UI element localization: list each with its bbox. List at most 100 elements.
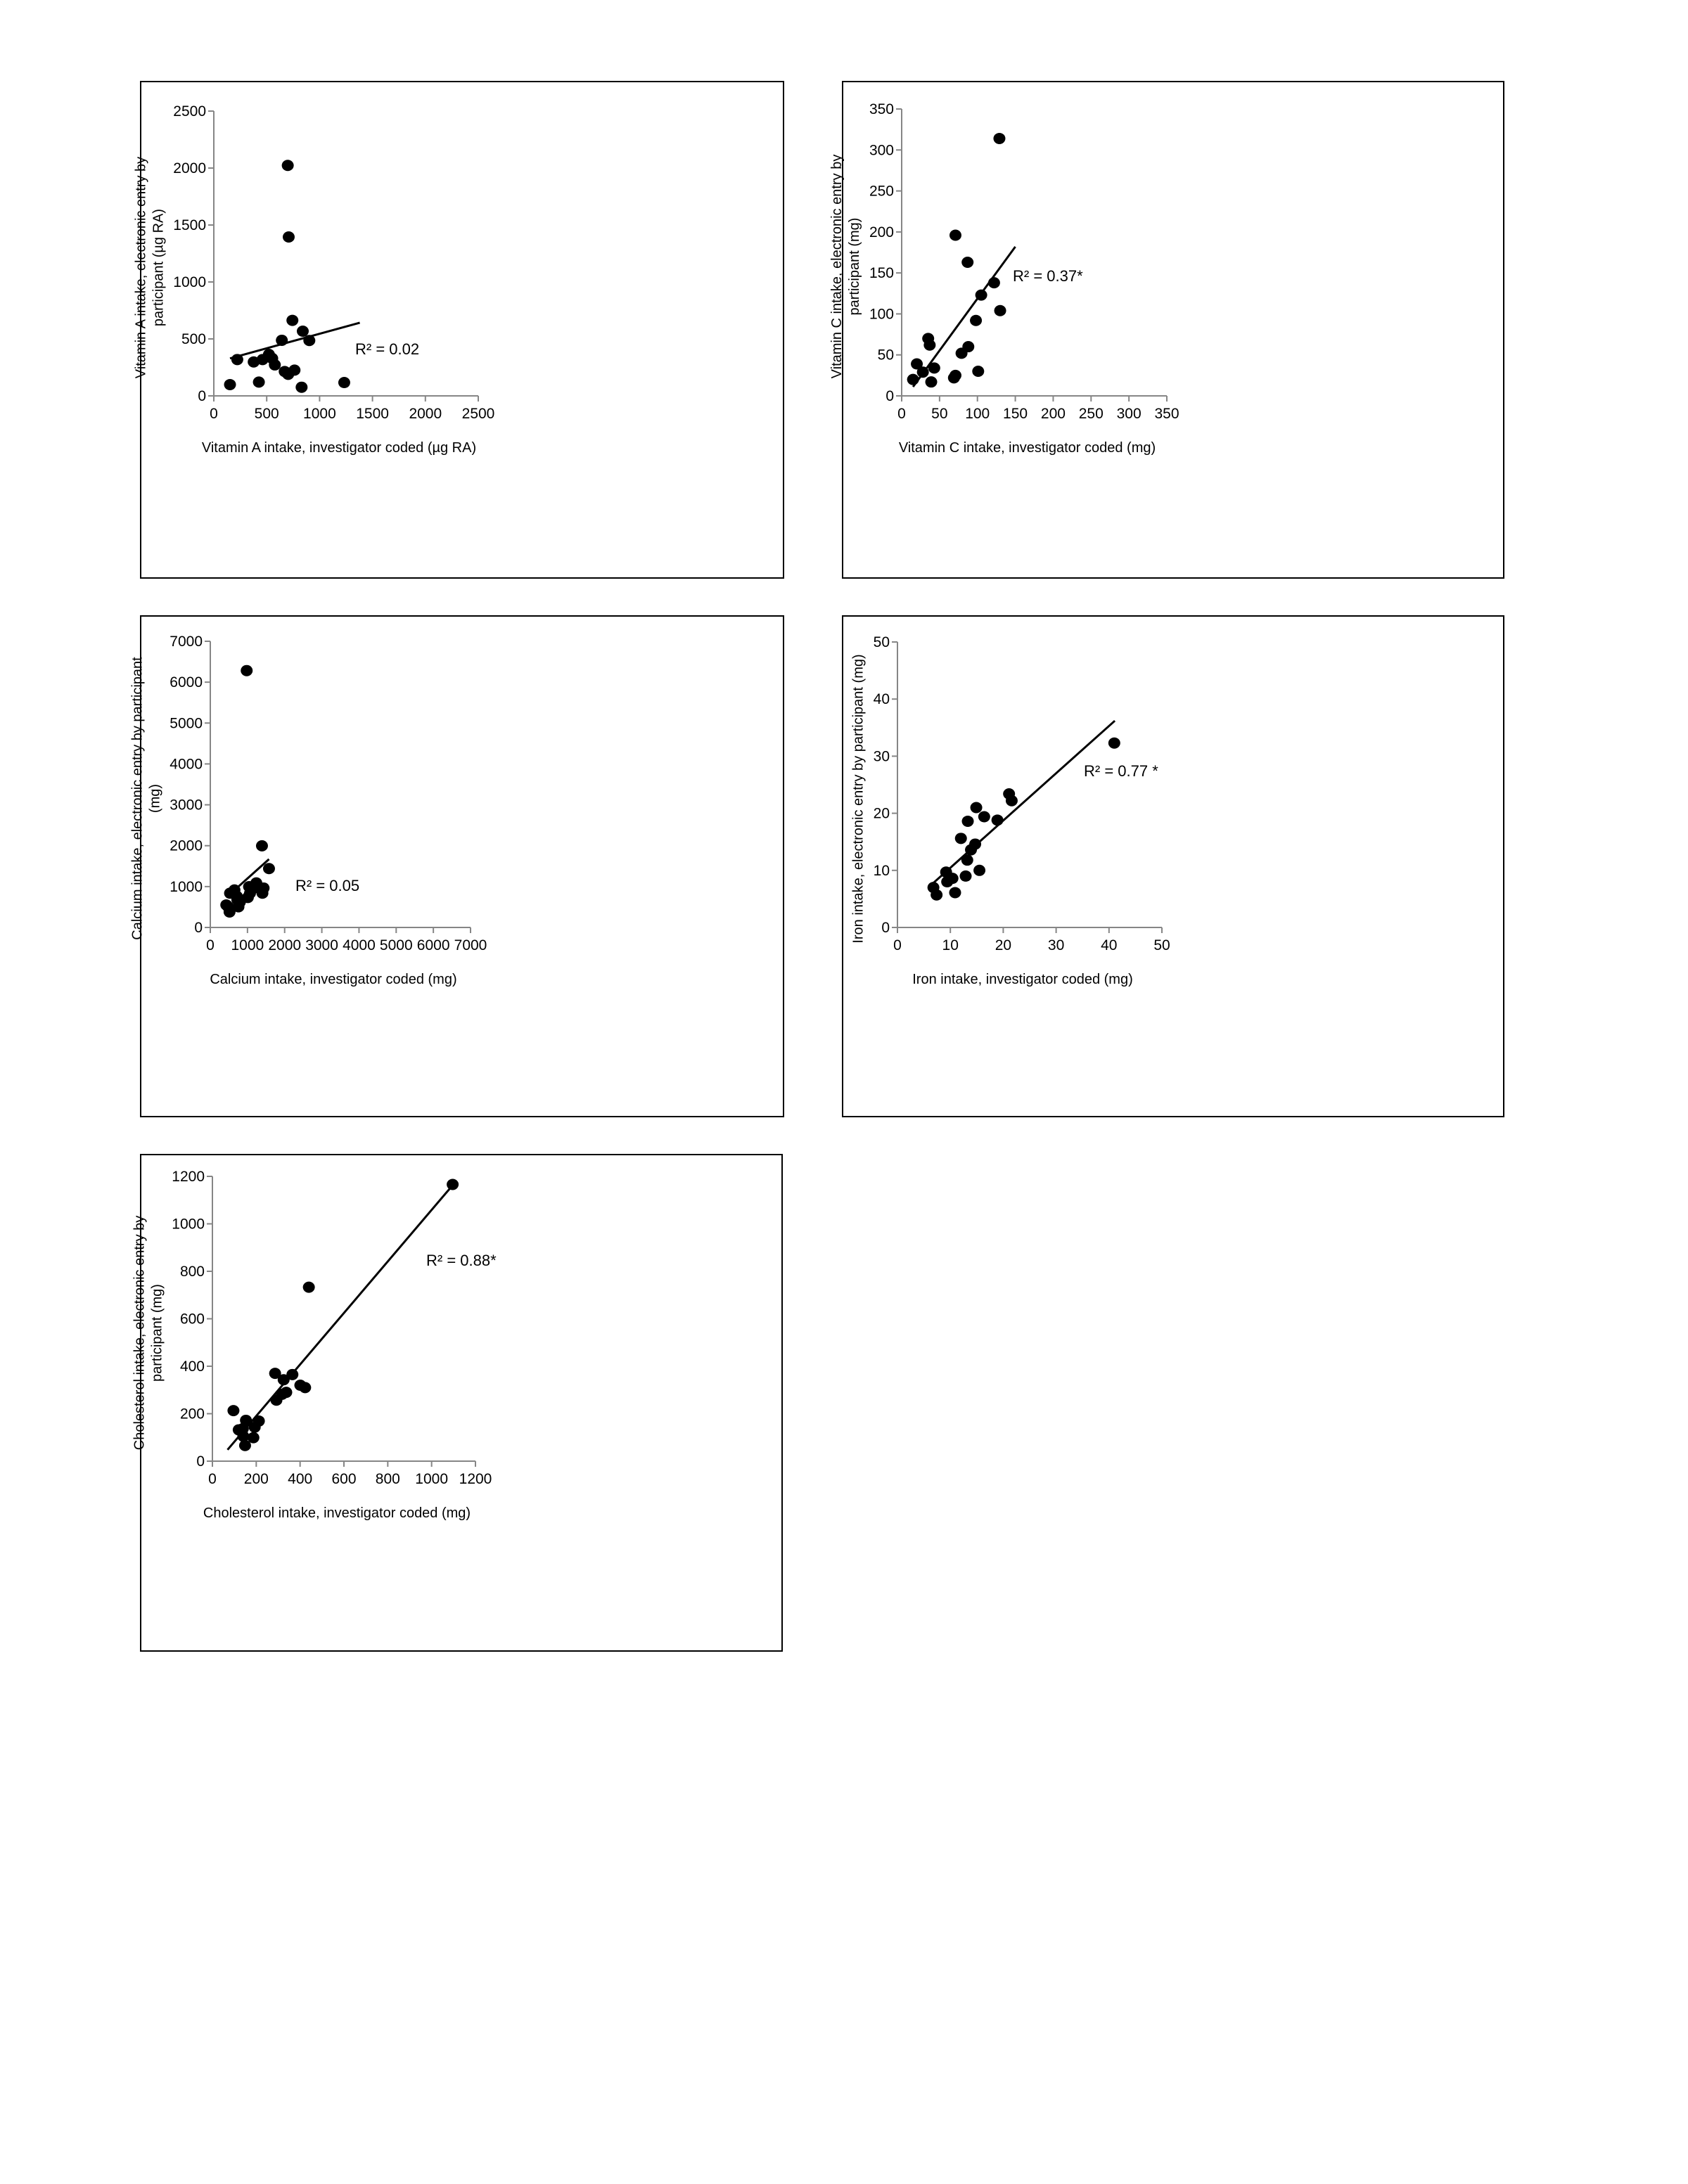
y-tick-label: 150 xyxy=(869,265,894,281)
y-axis-title-line: participant (µg RA) xyxy=(151,209,166,326)
cholesterol-chart: 0 200 400 600 800 1000 1200 0 200 400 600 800 1000 12… xyxy=(132,1154,783,1652)
x-tick-label: 5000 xyxy=(380,937,413,953)
x-tick-label: 200 xyxy=(244,1471,269,1487)
data-point xyxy=(277,1374,290,1386)
data-point xyxy=(257,882,270,894)
data-point xyxy=(447,1178,459,1190)
y-tick-label: 200 xyxy=(869,224,894,240)
r-squared-label: R² = 0.05 xyxy=(295,877,359,894)
chart-frame xyxy=(140,1154,783,1652)
data-point xyxy=(973,864,986,876)
data-point xyxy=(252,376,265,388)
y-tick-label: 1000 xyxy=(170,879,203,895)
y-tick-label: 0 xyxy=(194,920,203,936)
vitamin-c-chart: 0 50 100 150 200 250 300 350 0 50 100 150 200 250 300 3… xyxy=(829,81,1504,579)
x-tick-label: 2000 xyxy=(268,937,301,953)
data-point xyxy=(961,815,974,827)
data-point xyxy=(962,341,975,353)
trendline xyxy=(229,321,360,360)
trendline xyxy=(226,1186,452,1451)
data-point xyxy=(227,1405,240,1417)
data-point xyxy=(993,132,1006,144)
data-point xyxy=(928,362,940,374)
x-tick-label: 50 xyxy=(1153,937,1170,953)
y-tick-label: 0 xyxy=(198,388,206,404)
y-axis-title-line: participant (mg) xyxy=(149,1284,165,1382)
x-axis-title: Iron intake, investigator coded (mg) xyxy=(912,972,1133,987)
data-point xyxy=(241,664,253,676)
x-tick-label: 200 xyxy=(1041,406,1066,422)
calcium-chart: 0 1000 2000 3000 4000 5000 6000 700001000200030… xyxy=(129,615,784,1117)
y-axis-title-line: participant (mg) xyxy=(847,218,862,316)
data-point xyxy=(923,339,936,351)
data-point xyxy=(240,1414,252,1426)
x-tick-label: 1000 xyxy=(415,1471,448,1487)
data-point xyxy=(286,1368,299,1380)
data-point xyxy=(223,906,236,918)
x-tick-label: 3000 xyxy=(305,937,338,953)
data-point xyxy=(954,833,967,844)
y-tick-label: 500 xyxy=(181,331,206,347)
x-tick-label: 30 xyxy=(1048,937,1064,953)
y-axis-title-line: Iron intake, electronic entry by partici… xyxy=(851,654,867,943)
x-tick-label: 100 xyxy=(965,406,990,422)
y-tick-label: 10 xyxy=(874,863,890,879)
y-tick-label: 1200 xyxy=(172,1169,205,1185)
y-tick-label: 4000 xyxy=(170,756,203,772)
r-squared-label: R² = 0.77 * xyxy=(1084,762,1158,780)
data-point xyxy=(286,314,299,326)
x-tick-label: 0 xyxy=(210,406,218,422)
y-tick-label: 2000 xyxy=(170,838,203,854)
y-axis-title-line: Vitamin C intake, electronic entry by xyxy=(829,155,845,379)
x-tick-label: 300 xyxy=(1117,406,1142,422)
x-tick-label: 1000 xyxy=(231,937,264,953)
data-point xyxy=(288,364,301,376)
data-point xyxy=(961,854,973,866)
data-point xyxy=(949,369,961,381)
data-point xyxy=(276,334,288,346)
chart-frame xyxy=(842,81,1504,579)
data-point xyxy=(925,376,938,388)
data-point xyxy=(991,814,1004,826)
x-tick-label: 0 xyxy=(897,406,906,422)
data-point xyxy=(931,889,943,901)
x-tick-label: 6000 xyxy=(417,937,450,953)
x-tick-label: 0 xyxy=(893,937,902,953)
y-tick-label: 300 xyxy=(869,142,894,158)
x-tick-label: 20 xyxy=(995,937,1011,953)
y-axis-title-line: Cholesterol intake, electronic entry by xyxy=(132,1216,147,1451)
y-tick-label: 1500 xyxy=(173,217,206,233)
data-point xyxy=(987,277,1000,289)
data-point xyxy=(280,1387,293,1399)
y-tick-label: 0 xyxy=(196,1453,205,1470)
x-tick-label: 150 xyxy=(1003,406,1028,422)
x-axis-title: Cholesterol intake, investigator coded (… xyxy=(203,1505,471,1521)
y-tick-label: 200 xyxy=(180,1406,205,1422)
data-point xyxy=(237,1430,250,1442)
y-tick-label: 400 xyxy=(180,1358,205,1375)
y-axis-title-line: Vitamin A intake, electronic entry by xyxy=(133,157,148,378)
y-tick-label: 3000 xyxy=(170,797,203,814)
x-tick-label: 7000 xyxy=(454,937,487,953)
data-point xyxy=(281,160,294,172)
y-tick-label: 1000 xyxy=(172,1216,205,1233)
data-point xyxy=(238,1439,251,1451)
x-tick-label: 0 xyxy=(208,1471,217,1487)
y-axis-title-line: (mg) xyxy=(147,784,162,813)
y-tick-label: 350 xyxy=(869,101,894,117)
trendline xyxy=(933,719,1116,884)
data-point xyxy=(302,1281,315,1293)
data-point xyxy=(949,229,961,241)
data-point xyxy=(949,887,961,899)
x-tick-label: 10 xyxy=(942,937,959,953)
x-tick-label: 40 xyxy=(1101,937,1117,953)
x-tick-label: 400 xyxy=(288,1471,312,1487)
y-tick-label: 2500 xyxy=(173,103,206,120)
y-tick-label: 0 xyxy=(881,920,890,936)
y-tick-label: 0 xyxy=(885,388,894,404)
y-tick-label: 6000 xyxy=(170,674,203,690)
data-point xyxy=(247,1432,260,1444)
x-tick-label: 1200 xyxy=(459,1471,492,1487)
data-point xyxy=(907,373,919,385)
data-point xyxy=(338,377,350,389)
